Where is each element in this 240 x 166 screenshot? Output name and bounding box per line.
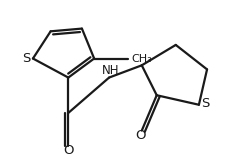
- Text: S: S: [202, 97, 210, 110]
- Text: O: O: [135, 129, 146, 142]
- Text: O: O: [63, 144, 74, 157]
- Text: NH: NH: [102, 64, 119, 77]
- Text: CH₃: CH₃: [131, 53, 152, 64]
- Text: S: S: [22, 52, 30, 65]
